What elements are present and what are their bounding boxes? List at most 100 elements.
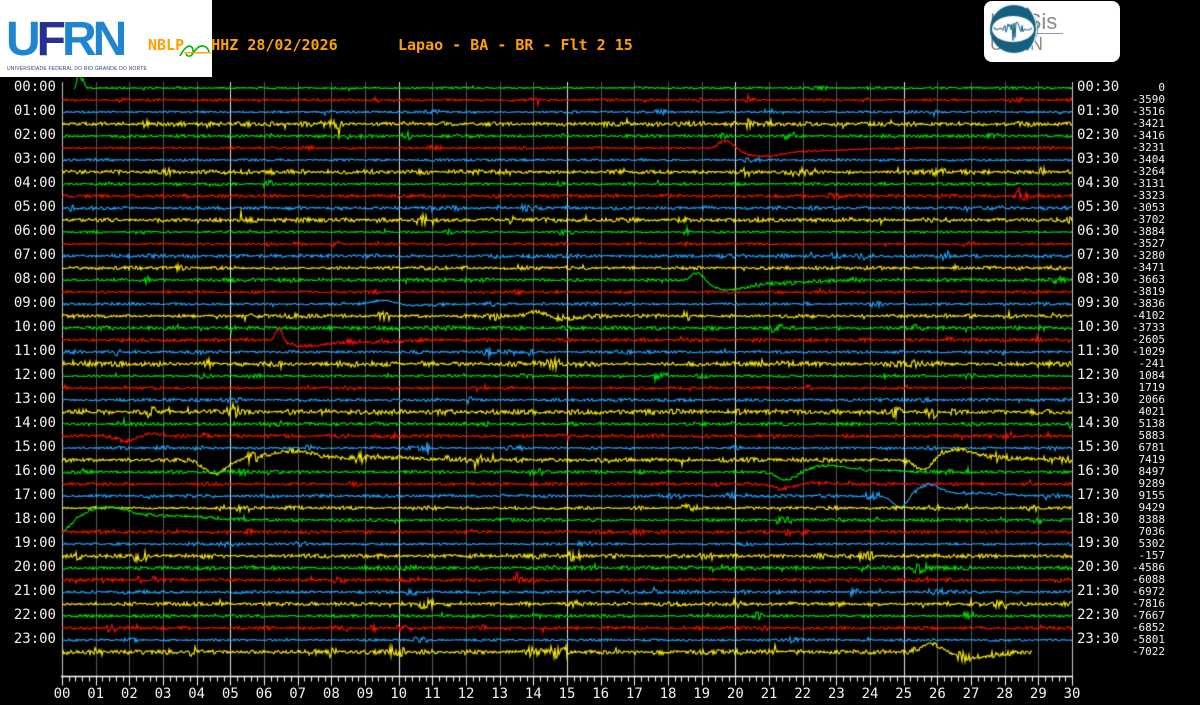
bottom-minute-label: 09 xyxy=(356,686,374,702)
line-end-value: -3421 xyxy=(1131,117,1165,130)
right-time-label: 09:30 xyxy=(1077,295,1120,311)
left-time-label: 04:00 xyxy=(13,175,56,191)
line-end-value: -7816 xyxy=(1131,597,1165,610)
line-end-value: 7036 xyxy=(1138,525,1166,538)
line-end-value: 7419 xyxy=(1138,453,1166,466)
ufrn-letter-f: F xyxy=(36,13,66,66)
line-end-value: 1719 xyxy=(1138,381,1166,394)
right-time-label: 15:30 xyxy=(1077,439,1120,455)
right-time-label: 18:30 xyxy=(1077,511,1120,527)
line-end-value: 9429 xyxy=(1138,501,1166,514)
line-end-value: 5302 xyxy=(1138,537,1166,550)
right-time-label: 13:30 xyxy=(1077,391,1120,407)
left-time-label: 23:00 xyxy=(13,631,56,647)
bottom-minute-label: 10 xyxy=(390,686,408,702)
left-time-label: 06:00 xyxy=(13,223,56,239)
ufrn-letter-n: N xyxy=(92,13,128,66)
right-time-label: 03:30 xyxy=(1077,151,1120,167)
line-end-value: -3231 xyxy=(1131,141,1165,154)
line-end-value: 5883 xyxy=(1138,429,1166,442)
left-time-label: 22:00 xyxy=(13,607,56,623)
left-time-label: 08:00 xyxy=(13,271,56,287)
line-end-value: -3663 xyxy=(1131,273,1165,286)
bottom-minute-label: 05 xyxy=(221,686,239,702)
bottom-minute-label: 29 xyxy=(1029,686,1047,702)
line-end-value: 8388 xyxy=(1138,513,1166,526)
line-end-value: 5138 xyxy=(1138,417,1166,430)
left-time-label: 18:00 xyxy=(13,511,56,527)
right-time-label: 08:30 xyxy=(1077,271,1120,287)
ufrn-letter-u: U xyxy=(6,13,41,66)
left-time-label: 07:00 xyxy=(13,247,56,263)
left-time-label: 10:00 xyxy=(13,319,56,335)
signature-squiggle-icon xyxy=(179,45,210,57)
line-end-value: -6088 xyxy=(1131,573,1165,586)
line-end-value: -2605 xyxy=(1131,333,1165,346)
bottom-minute-label: 03 xyxy=(154,686,172,702)
left-time-label: 21:00 xyxy=(13,583,56,599)
bottom-minute-label: 23 xyxy=(827,686,845,702)
line-end-value: -3053 xyxy=(1131,201,1165,214)
bottom-minute-label: 25 xyxy=(895,686,913,702)
line-end-value: -6972 xyxy=(1131,585,1165,598)
line-end-value: -3280 xyxy=(1131,249,1165,262)
line-end-value: 1084 xyxy=(1138,369,1166,382)
line-end-value: 8497 xyxy=(1138,465,1166,478)
bottom-minute-label: 14 xyxy=(524,686,542,702)
right-time-label: 14:30 xyxy=(1077,415,1120,431)
bottom-minute-label: 13 xyxy=(491,686,509,702)
line-end-value: -3819 xyxy=(1131,285,1165,298)
bottom-minute-label: 15 xyxy=(558,686,576,702)
bottom-minute-label: 20 xyxy=(726,686,744,702)
right-time-label: 20:30 xyxy=(1077,559,1120,575)
station-title: NBLP___HHZ 28/02/2026 xyxy=(148,36,338,54)
line-end-value: -5801 xyxy=(1131,633,1165,646)
line-end-value: 9289 xyxy=(1138,477,1166,490)
ufrn-letter-r: R xyxy=(62,13,97,66)
bottom-minute-label: 04 xyxy=(188,686,206,702)
bottom-minute-label: 08 xyxy=(322,686,340,702)
bottom-minute-label: 21 xyxy=(760,686,778,702)
right-time-label: 12:30 xyxy=(1077,367,1120,383)
ufrn-logo: UFRN UNIVERSIDADE FEDERAL DO RIO GRANDE … xyxy=(0,0,212,77)
right-time-label: 22:30 xyxy=(1077,607,1120,623)
bottom-minute-label: 27 xyxy=(962,686,980,702)
bottom-minute-label: 28 xyxy=(996,686,1014,702)
labsis-logo: LabSis UFRN xyxy=(984,1,1120,62)
right-time-label: 05:30 xyxy=(1077,199,1120,215)
bottom-minute-label: 18 xyxy=(659,686,677,702)
line-end-value: 4021 xyxy=(1138,405,1166,418)
left-time-label: 15:00 xyxy=(13,439,56,455)
right-time-label: 04:30 xyxy=(1077,175,1120,191)
line-end-value: -3702 xyxy=(1131,213,1165,226)
line-end-value: -157 xyxy=(1138,549,1166,562)
bottom-minute-label: 12 xyxy=(457,686,475,702)
right-time-label: 06:30 xyxy=(1077,223,1120,239)
bottom-minute-label: 11 xyxy=(423,686,441,702)
left-time-label: 12:00 xyxy=(13,367,56,383)
bottom-minute-label: 17 xyxy=(625,686,643,702)
right-time-label: 02:30 xyxy=(1077,127,1120,143)
bottom-minute-label: 22 xyxy=(794,686,812,702)
line-end-value: -1029 xyxy=(1131,345,1165,358)
left-time-label: 14:00 xyxy=(13,415,56,431)
bottom-minute-label: 16 xyxy=(592,686,610,702)
bottom-minute-label: 26 xyxy=(928,686,946,702)
line-end-value: -3590 xyxy=(1131,93,1165,106)
line-end-value: -3264 xyxy=(1131,165,1165,178)
line-end-value: -3131 xyxy=(1131,177,1165,190)
line-end-value: 9155 xyxy=(1138,489,1166,502)
bottom-minute-label: 01 xyxy=(87,686,105,702)
right-time-label: 00:30 xyxy=(1077,79,1120,95)
ufrn-logo-letters: UFRN xyxy=(6,13,128,66)
line-end-value: -3516 xyxy=(1131,105,1165,118)
left-time-label: 09:00 xyxy=(13,295,56,311)
line-end-value: -3323 xyxy=(1131,189,1165,202)
right-time-label: 21:30 xyxy=(1077,583,1120,599)
bottom-minute-label: 24 xyxy=(861,686,879,702)
right-time-label: 11:30 xyxy=(1077,343,1120,359)
line-end-value: -7022 xyxy=(1131,645,1165,658)
bottom-minute-label: 30 xyxy=(1063,686,1081,702)
